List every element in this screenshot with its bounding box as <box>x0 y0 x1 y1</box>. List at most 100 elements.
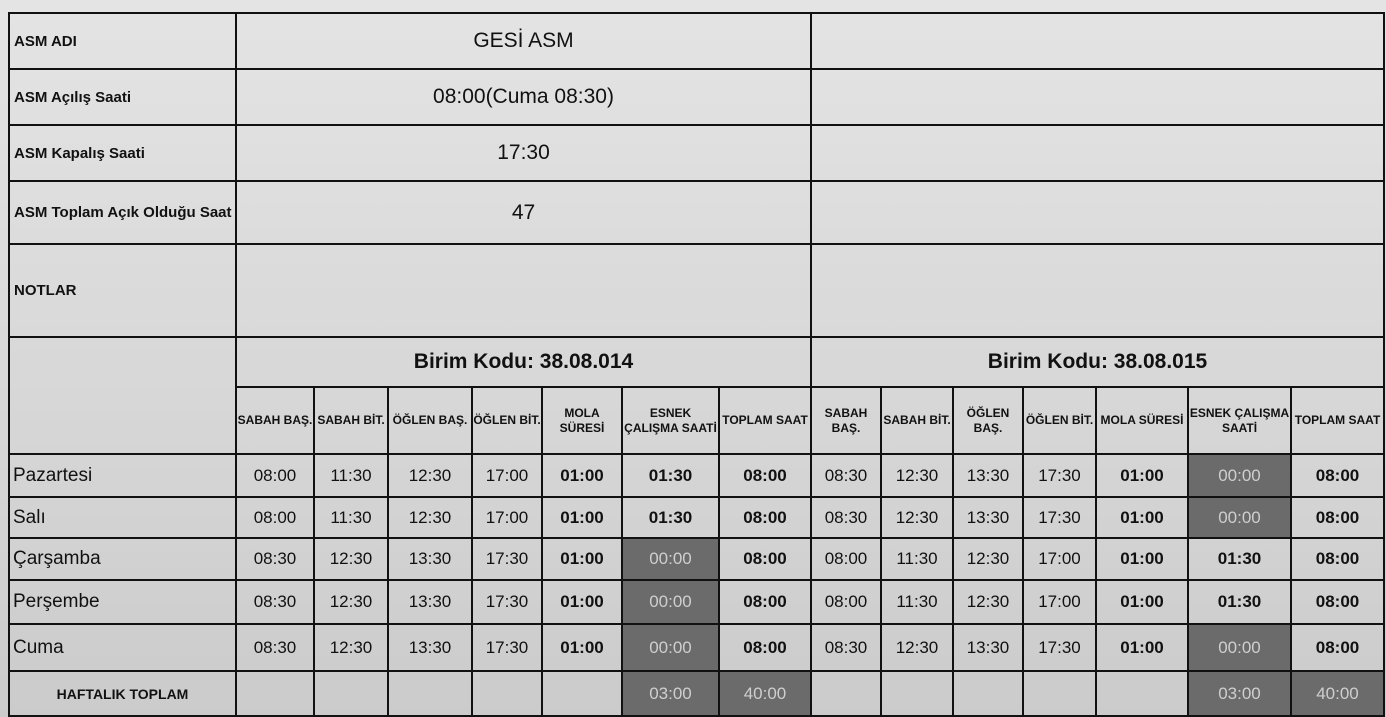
table-row: ASM Kapalış Saati 17:30 <box>8 124 1385 182</box>
info-value: 08:00(Cuma 08:30) <box>235 68 812 126</box>
time-cell: 08:00 <box>810 579 882 625</box>
unit-code-heading: Birim Kodu: 38.08.014 <box>235 336 812 388</box>
time-cell: 12:30 <box>880 623 954 672</box>
time-cell: 08:00 <box>1290 453 1385 498</box>
time-cell: 17:30 <box>471 579 543 625</box>
time-cell: 12:30 <box>952 579 1024 625</box>
column-header: ÖĞLEN BİT. <box>471 386 543 455</box>
weekly-total-cell <box>952 670 1024 717</box>
column-header: SABAH BİT. <box>313 386 389 455</box>
time-cell: 08:00 <box>810 537 882 581</box>
unit-code-heading: Birim Kodu: 38.08.015 <box>810 336 1385 388</box>
weekly-total-cell <box>235 670 315 717</box>
time-cell: 01:30 <box>621 496 720 539</box>
time-cell: 00:00 <box>1187 623 1292 672</box>
time-cell: 08:30 <box>810 623 882 672</box>
time-cell: 08:00 <box>1290 623 1385 672</box>
empty-cell <box>810 12 1385 70</box>
time-cell: 01:30 <box>621 453 720 498</box>
time-cell: 01:00 <box>1095 496 1189 539</box>
table-row: HAFTALIK TOPLAM 03:00 40:00 03:00 40:00 <box>8 670 1385 717</box>
weekly-total-cell: 40:00 <box>1290 670 1385 717</box>
time-cell: 08:30 <box>235 537 315 581</box>
weekly-total-cell <box>1095 670 1189 717</box>
weekly-total-cell <box>387 670 473 717</box>
info-label: ASM Toplam Açık Olduğu Saat <box>8 180 237 245</box>
table-row: ASM Toplam Açık Olduğu Saat 47 <box>8 180 1385 245</box>
time-cell: 01:00 <box>1095 537 1189 581</box>
table-row: Perşembe 08:30 12:30 13:30 17:30 01:00 00:00 08… <box>8 579 1385 625</box>
empty-cell <box>810 68 1385 126</box>
time-cell: 17:30 <box>471 537 543 581</box>
empty-cell <box>810 124 1385 182</box>
time-cell: 01:00 <box>1095 453 1189 498</box>
time-cell: 00:00 <box>1187 453 1292 498</box>
info-value: GESİ ASM <box>235 12 812 70</box>
column-header: ÖĞLEN BAŞ. <box>952 386 1024 455</box>
time-cell: 08:00 <box>1290 579 1385 625</box>
time-cell: 13:30 <box>952 453 1024 498</box>
empty-header-cell <box>8 336 237 455</box>
time-cell: 01:00 <box>1095 623 1189 672</box>
column-header: SABAH BAŞ. <box>235 386 315 455</box>
time-cell: 17:30 <box>471 623 543 672</box>
time-cell: 00:00 <box>1187 496 1292 539</box>
table-row: SABAH BAŞ. SABAH BİT. ÖĞLEN BAŞ. ÖĞLEN BİT.… <box>9 386 1385 455</box>
time-cell: 13:30 <box>387 537 473 581</box>
time-cell: 00:00 <box>621 537 720 581</box>
time-cell: 17:30 <box>1022 496 1097 539</box>
table-row: Salı 08:00 11:30 12:30 17:00 01:00 01:30 08:00 0… <box>8 496 1385 539</box>
time-cell: 00:00 <box>621 579 720 625</box>
column-header: ESNEK ÇALIŞMA SAATİ <box>1187 386 1292 455</box>
empty-cell <box>810 243 1385 338</box>
empty-cell <box>810 180 1385 245</box>
table-row: ASM ADI GESİ ASM <box>8 12 1385 70</box>
time-cell: 08:00 <box>718 623 812 672</box>
time-cell: 08:00 <box>1290 537 1385 581</box>
weekly-total-cell <box>810 670 882 717</box>
time-cell: 17:00 <box>471 496 543 539</box>
time-cell: 01:00 <box>541 537 623 581</box>
time-cell: 08:30 <box>235 579 315 625</box>
table-row: Pazartesi 08:00 11:30 12:30 17:00 01:00 01:30 0… <box>8 453 1385 498</box>
weekly-total-cell <box>471 670 543 717</box>
time-cell: 08:00 <box>235 453 315 498</box>
info-label: ASM Açılış Saati <box>8 68 237 126</box>
table-row: ASM Açılış Saati 08:00(Cuma 08:30) <box>8 68 1385 126</box>
time-cell: 11:30 <box>313 453 389 498</box>
time-cell: 08:00 <box>718 496 812 539</box>
time-cell: 12:30 <box>387 453 473 498</box>
time-cell: 11:30 <box>313 496 389 539</box>
time-cell: 01:00 <box>1095 579 1189 625</box>
day-label: Pazartesi <box>8 453 237 498</box>
weekly-total-cell: 03:00 <box>621 670 720 717</box>
time-cell: 01:30 <box>1187 579 1292 625</box>
column-header: MOLA SÜRESİ <box>541 386 623 455</box>
time-cell: 08:00 <box>718 579 812 625</box>
time-cell: 13:30 <box>952 496 1024 539</box>
time-cell: 17:30 <box>1022 453 1097 498</box>
day-label: Perşembe <box>8 579 237 625</box>
time-cell: 08:00 <box>718 453 812 498</box>
time-cell: 08:00 <box>235 496 315 539</box>
column-header: TOPLAM SAAT <box>718 386 812 455</box>
time-cell: 12:30 <box>313 623 389 672</box>
time-cell: 13:30 <box>952 623 1024 672</box>
weekly-total-label: HAFTALIK TOPLAM <box>8 670 237 717</box>
time-cell: 12:30 <box>313 579 389 625</box>
day-label: Salı <box>8 496 237 539</box>
time-cell: 13:30 <box>387 623 473 672</box>
time-cell: 12:30 <box>313 537 389 581</box>
weekly-total-cell: 40:00 <box>718 670 812 717</box>
time-cell: 01:00 <box>541 623 623 672</box>
weekly-total-cell <box>1022 670 1097 717</box>
table-row: NOTLAR <box>8 243 1385 338</box>
day-label: Çarşamba <box>8 537 237 581</box>
time-cell: 01:00 <box>541 453 623 498</box>
column-header: ESNEK ÇALIŞMA SAATİ <box>621 386 720 455</box>
time-cell: 12:30 <box>880 496 954 539</box>
time-cell: 11:30 <box>880 579 954 625</box>
time-cell: 00:00 <box>621 623 720 672</box>
column-header: SABAH BAŞ. <box>810 386 882 455</box>
